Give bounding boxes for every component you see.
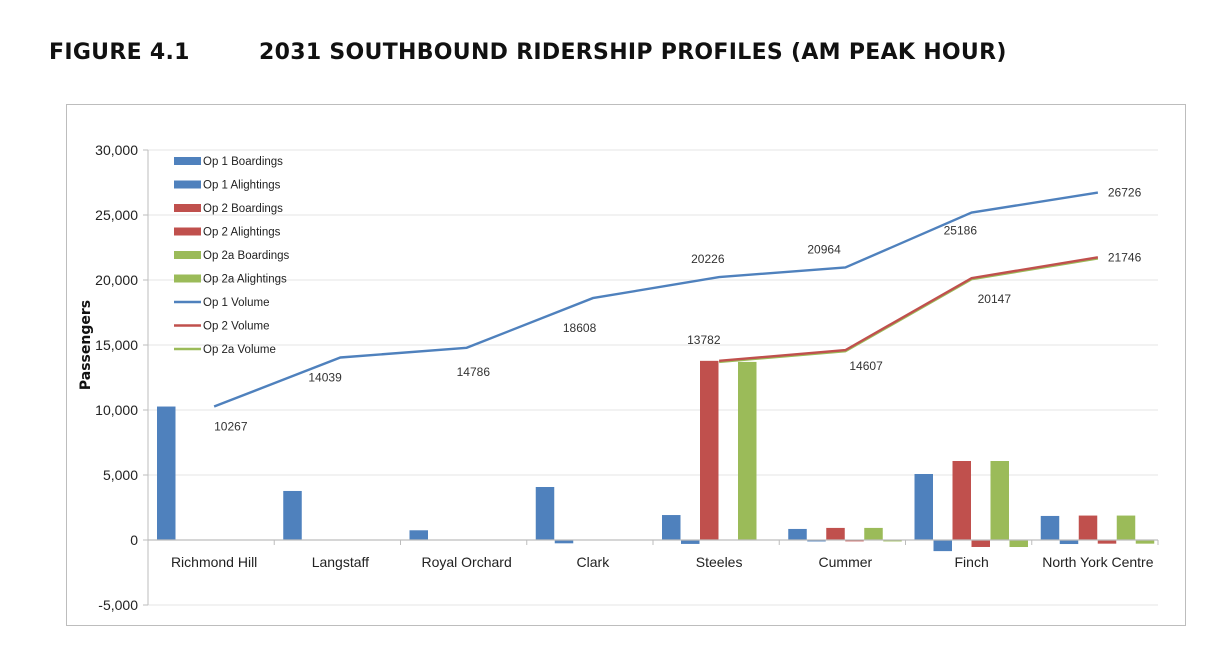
op-1-volume-line bbox=[213, 191, 1099, 408]
y-axis: -5,000 0 5,000 10,000 15,000 20,000 25,000 30,0… bbox=[95, 142, 149, 613]
bar-op-2a-alightings bbox=[1135, 540, 1155, 544]
op2-volume-label: 14607 bbox=[849, 359, 883, 373]
data-labels: 10267 14039 14786 18608 20226 20964 25186 26726… bbox=[214, 186, 1141, 434]
y-tick-label: 30,000 bbox=[95, 142, 138, 158]
op1-volume-label: 18608 bbox=[563, 321, 597, 335]
bar-op-2a-boardings bbox=[990, 460, 1009, 540]
bar-op-2a-boardings bbox=[1116, 515, 1136, 540]
gridlines bbox=[148, 149, 1158, 606]
bar-op-2a-boardings bbox=[738, 361, 757, 540]
op1-volume-label: 14786 bbox=[457, 365, 491, 379]
bar-op-2-alightings bbox=[971, 540, 990, 547]
op1-volume-label: 26726 bbox=[1108, 186, 1142, 200]
x-category-label: Richmond Hill bbox=[171, 554, 257, 570]
y-tick-label: 10,000 bbox=[95, 402, 138, 418]
x-category-label: Royal Orchard bbox=[421, 554, 511, 570]
bar-op-1-alightings bbox=[681, 540, 700, 544]
y-tick-label: -5,000 bbox=[98, 597, 138, 613]
bar-op-1-boardings bbox=[788, 528, 807, 540]
legend-label: Op 2a Volume bbox=[203, 344, 276, 356]
bar-op-2-alightings bbox=[1097, 540, 1117, 544]
legend: Op 1 Boardings Op 1 Alightings Op 2 Boardi… bbox=[174, 156, 290, 356]
bar-op-2a-alightings bbox=[883, 540, 902, 542]
figure-number: FIGURE 4.1 bbox=[49, 40, 190, 65]
op1-volume-label: 14039 bbox=[308, 370, 342, 384]
x-category-label: Finch bbox=[955, 554, 989, 570]
legend-label: Op 2a Boardings bbox=[203, 250, 290, 262]
figure-caption: 2031 SOUTHBOUND RIDERSHIP PROFILES (AM P… bbox=[259, 40, 1007, 65]
bar-op-1-boardings bbox=[914, 473, 933, 540]
x-axis: Richmond Hill Langstaff Royal Orchard Clark… bbox=[147, 539, 1159, 570]
bar-op-2-boardings bbox=[700, 360, 719, 540]
legend-label: Op 2a Alightings bbox=[203, 274, 287, 286]
bar-op-1-boardings bbox=[1040, 515, 1060, 540]
y-tick-label: 5,000 bbox=[103, 467, 138, 483]
legend-label: Op 2 Boardings bbox=[203, 203, 283, 215]
op2-volume-label: 21746 bbox=[1108, 250, 1142, 264]
legend-swatch bbox=[174, 274, 201, 283]
x-category-label: Steeles bbox=[696, 554, 743, 570]
x-category-label: North York Centre bbox=[1042, 554, 1153, 570]
legend-swatch bbox=[174, 180, 201, 189]
legend-label: Op 1 Boardings bbox=[203, 156, 283, 168]
bar-op-2-boardings bbox=[826, 527, 845, 540]
bar-op-1-boardings bbox=[283, 490, 302, 540]
legend-label: Op 1 Volume bbox=[203, 297, 269, 309]
legend-swatch bbox=[174, 251, 201, 259]
bar-op-1-alightings bbox=[1059, 540, 1079, 545]
bar-op-2a-alightings bbox=[1009, 540, 1028, 548]
op1-volume-label: 20226 bbox=[691, 252, 725, 266]
x-category-label: Clark bbox=[577, 554, 611, 570]
bar-op-2-boardings bbox=[952, 460, 971, 540]
legend-swatch bbox=[174, 204, 201, 212]
bar-op-1-boardings bbox=[157, 406, 176, 540]
legend-swatch bbox=[174, 227, 201, 236]
y-tick-label: 0 bbox=[130, 532, 138, 548]
legend-swatch bbox=[174, 157, 201, 165]
bar-op-1-alightings bbox=[933, 540, 952, 552]
legend-label: Op 2 Volume bbox=[203, 321, 269, 333]
figure-title: FIGURE 4.1 2031 SOUTHBOUND RIDERSHIP PROF… bbox=[49, 40, 1007, 65]
legend-label: Op 2 Alightings bbox=[203, 227, 281, 239]
op2-volume-label: 13782 bbox=[687, 333, 721, 347]
op2-volume-label: 20147 bbox=[978, 292, 1012, 306]
bar-op-1-boardings bbox=[535, 486, 555, 540]
bar-op-2-alightings bbox=[845, 540, 864, 542]
y-axis-label: Passengers bbox=[78, 300, 94, 390]
bars bbox=[157, 360, 1155, 552]
x-category-label: Langstaff bbox=[312, 554, 369, 570]
x-category-label: Cummer bbox=[819, 554, 873, 570]
op1-volume-label: 20964 bbox=[807, 242, 841, 256]
bar-op-1-boardings bbox=[409, 530, 428, 540]
legend-label: Op 1 Alightings bbox=[203, 180, 281, 192]
volume-lines bbox=[213, 191, 1099, 408]
bar-op-1-alightings bbox=[554, 540, 574, 544]
op-2-volume-line bbox=[719, 256, 1099, 363]
bar-op-1-boardings bbox=[662, 515, 681, 540]
op1-volume-label: 10267 bbox=[214, 420, 248, 434]
bar-op-2-boardings bbox=[1078, 515, 1098, 540]
bar-op-1-alightings bbox=[807, 540, 826, 542]
y-tick-label: 25,000 bbox=[95, 207, 138, 223]
bar-op-2a-boardings bbox=[864, 527, 883, 540]
y-tick-label: 15,000 bbox=[95, 337, 138, 353]
y-tick-label: 20,000 bbox=[95, 272, 138, 288]
op1-volume-label: 25186 bbox=[944, 224, 978, 238]
